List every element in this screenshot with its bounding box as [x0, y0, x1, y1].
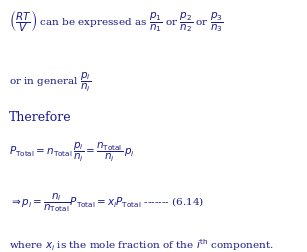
- Text: where $x_i$ is the mole fraction of the $i^{\mathrm{th}}$ component.: where $x_i$ is the mole fraction of the …: [9, 237, 274, 252]
- Text: or in general $\dfrac{p_i}{n_i}$: or in general $\dfrac{p_i}{n_i}$: [9, 71, 91, 93]
- Text: $\left(\dfrac{RT}{V}\right)$ can be expressed as $\dfrac{p_1}{n_1}$ or $\dfrac{p: $\left(\dfrac{RT}{V}\right)$ can be expr…: [9, 8, 224, 34]
- Text: $P_{\mathrm{Total}} = n_{\mathrm{Total}}\,\dfrac{p_i}{n_i} = \dfrac{n_{\mathrm{T: $P_{\mathrm{Total}} = n_{\mathrm{Total}}…: [9, 141, 135, 164]
- Text: Therefore: Therefore: [9, 111, 72, 124]
- Text: $\Rightarrow p_i = \dfrac{n_i}{n_{\mathrm{Total}}}P_{\mathrm{Total}} = x_i P_{\m: $\Rightarrow p_i = \dfrac{n_i}{n_{\mathr…: [9, 192, 204, 214]
